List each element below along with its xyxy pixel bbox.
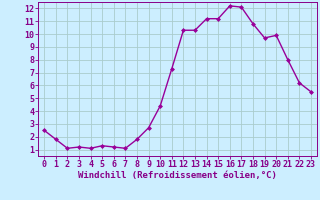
X-axis label: Windchill (Refroidissement éolien,°C): Windchill (Refroidissement éolien,°C) — [78, 171, 277, 180]
